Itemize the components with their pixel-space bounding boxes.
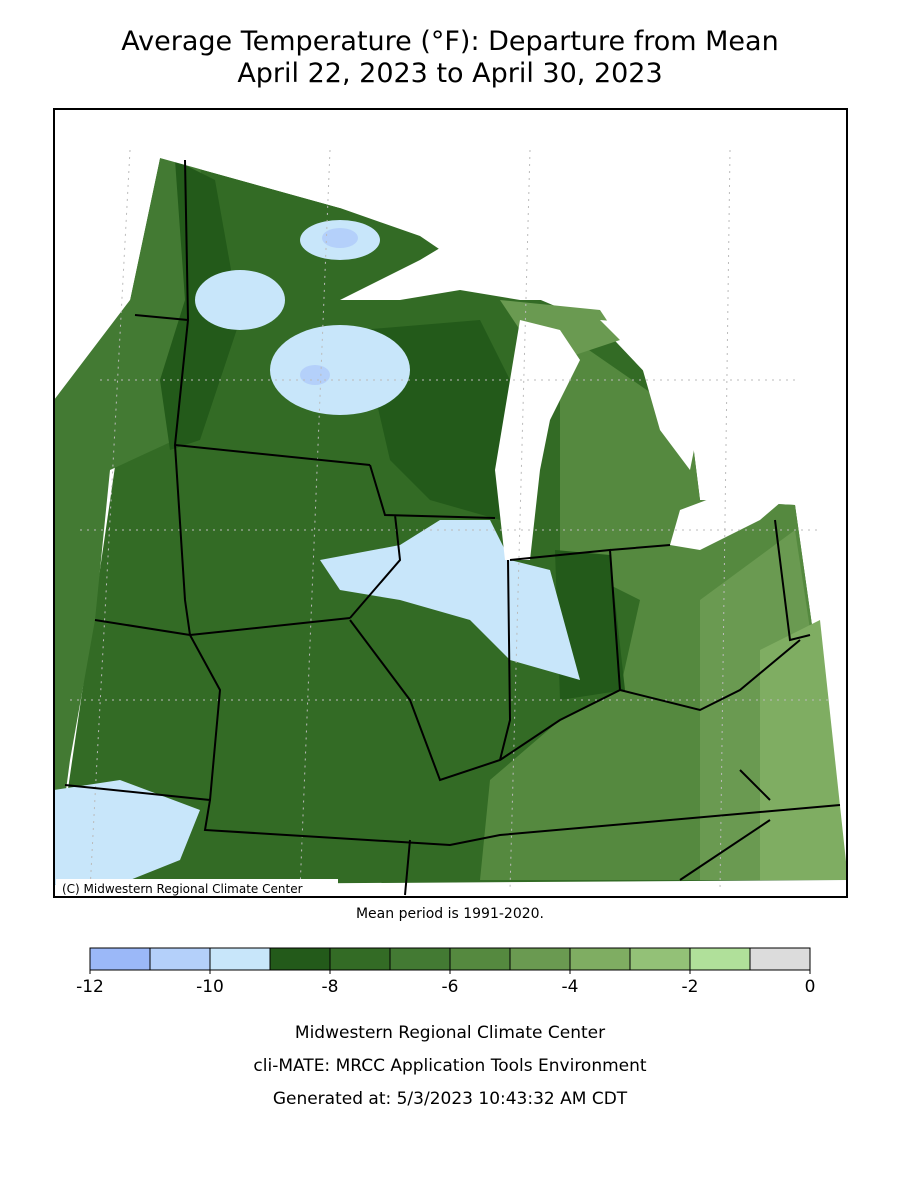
colorbar-bin bbox=[509, 947, 571, 971]
colorbar-tick-label: -6 bbox=[442, 977, 459, 997]
region bbox=[760, 620, 847, 880]
colorbar-bin bbox=[449, 947, 511, 971]
graticule bbox=[70, 149, 830, 891]
map-credit: (C) Midwestern Regional Climate Center bbox=[62, 882, 303, 896]
title-line: April 22, 2023 to April 30, 2023 bbox=[237, 58, 662, 89]
colorbar-tick-label: -8 bbox=[322, 977, 339, 997]
colorbar-bin bbox=[749, 947, 811, 971]
cold-area bbox=[270, 325, 410, 415]
footer-line: Midwestern Regional Climate Center bbox=[295, 1023, 605, 1043]
lake-michigan bbox=[495, 320, 580, 560]
cold-area bbox=[322, 228, 358, 248]
mean-period-note: Mean period is 1991-2020. bbox=[356, 906, 544, 922]
colorbar-tick-label: -2 bbox=[682, 977, 699, 997]
state-borders bbox=[64, 159, 841, 896]
colorbar-bin bbox=[89, 947, 151, 971]
colorbar-bin bbox=[629, 947, 691, 971]
footer-line: cli-MATE: MRCC Application Tools Environ… bbox=[253, 1056, 646, 1076]
colorbar-bin bbox=[329, 947, 391, 971]
lake-erie bbox=[670, 480, 795, 550]
colorbar-bin bbox=[389, 947, 451, 971]
cold-area bbox=[300, 365, 330, 385]
cold-area bbox=[54, 780, 200, 885]
colorbar-tick-label: -12 bbox=[76, 977, 104, 997]
colorbar-bin bbox=[149, 947, 211, 971]
colorbar-bin bbox=[269, 947, 331, 971]
colorbar-bin bbox=[689, 947, 751, 971]
colorbar-bin bbox=[569, 947, 631, 971]
colorbar-bin bbox=[209, 947, 271, 971]
colorbar-tick-label: -4 bbox=[562, 977, 579, 997]
credit-box bbox=[56, 879, 338, 896]
colorbar-tick-label: 0 bbox=[805, 977, 816, 997]
colorbar-tick-label: -10 bbox=[196, 977, 224, 997]
lake-huron bbox=[600, 320, 770, 470]
colorbar: -12 -10 -8 -6 -4 -2 0 bbox=[76, 947, 816, 997]
title-line: Average Temperature (°F): Departure from… bbox=[121, 26, 778, 57]
map: (C) Midwestern Regional Climate Center bbox=[53, 108, 848, 898]
cold-area bbox=[320, 520, 580, 680]
map-frame bbox=[53, 108, 848, 898]
lake-superior bbox=[340, 230, 600, 300]
footer-line: Generated at: 5/3/2023 10:43:32 AM CDT bbox=[273, 1089, 628, 1109]
cold-area bbox=[195, 270, 285, 330]
canada bbox=[54, 110, 847, 500]
